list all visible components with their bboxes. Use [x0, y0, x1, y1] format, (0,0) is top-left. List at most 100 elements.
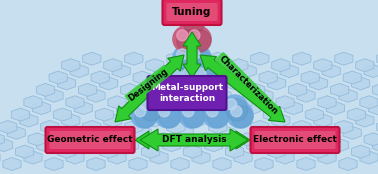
Polygon shape: [79, 83, 97, 96]
Polygon shape: [230, 59, 248, 72]
Circle shape: [177, 30, 188, 41]
Polygon shape: [28, 133, 46, 146]
Circle shape: [185, 83, 211, 109]
Polygon shape: [37, 83, 55, 96]
Polygon shape: [238, 133, 256, 146]
Polygon shape: [263, 108, 282, 121]
Text: DFT analysis: DFT analysis: [162, 136, 226, 144]
Circle shape: [207, 106, 218, 117]
Polygon shape: [226, 77, 244, 90]
Polygon shape: [62, 114, 80, 127]
Circle shape: [177, 49, 188, 60]
Polygon shape: [368, 102, 378, 115]
Polygon shape: [121, 139, 139, 152]
Circle shape: [165, 87, 187, 109]
Polygon shape: [163, 83, 181, 96]
Polygon shape: [297, 157, 315, 171]
Circle shape: [177, 49, 199, 71]
Polygon shape: [140, 129, 248, 151]
Polygon shape: [234, 151, 252, 164]
Polygon shape: [343, 126, 361, 139]
Circle shape: [136, 95, 162, 121]
Circle shape: [231, 106, 242, 117]
Polygon shape: [364, 133, 378, 146]
Polygon shape: [133, 126, 151, 139]
Polygon shape: [280, 65, 298, 78]
Polygon shape: [115, 55, 184, 122]
Polygon shape: [377, 52, 378, 65]
Polygon shape: [129, 157, 147, 171]
Circle shape: [185, 45, 211, 71]
Circle shape: [159, 106, 170, 117]
Circle shape: [231, 106, 253, 128]
Polygon shape: [62, 59, 80, 72]
Polygon shape: [347, 108, 366, 121]
FancyBboxPatch shape: [147, 76, 226, 110]
Polygon shape: [246, 139, 265, 152]
Polygon shape: [0, 120, 17, 133]
Polygon shape: [360, 151, 378, 164]
Polygon shape: [213, 89, 231, 102]
Polygon shape: [129, 89, 147, 102]
Polygon shape: [45, 89, 63, 102]
Polygon shape: [301, 126, 319, 139]
Polygon shape: [11, 108, 29, 121]
Polygon shape: [200, 55, 285, 122]
Polygon shape: [83, 120, 101, 133]
Circle shape: [155, 102, 181, 128]
Polygon shape: [343, 71, 361, 84]
Polygon shape: [276, 151, 294, 164]
Polygon shape: [335, 120, 353, 133]
Polygon shape: [213, 157, 231, 171]
Polygon shape: [70, 65, 88, 78]
Circle shape: [183, 11, 205, 33]
Polygon shape: [272, 59, 290, 72]
Polygon shape: [209, 120, 227, 133]
Circle shape: [222, 95, 248, 121]
Polygon shape: [146, 114, 164, 127]
Text: Characterization: Characterization: [217, 54, 279, 116]
Polygon shape: [217, 126, 235, 139]
Polygon shape: [305, 108, 324, 121]
Polygon shape: [116, 102, 135, 115]
Circle shape: [189, 30, 200, 41]
Polygon shape: [91, 126, 109, 139]
Polygon shape: [310, 77, 328, 90]
Circle shape: [140, 99, 162, 121]
Polygon shape: [158, 102, 177, 115]
Polygon shape: [183, 145, 202, 158]
Polygon shape: [360, 96, 378, 109]
Circle shape: [183, 106, 194, 117]
Polygon shape: [192, 96, 210, 109]
Circle shape: [135, 106, 146, 117]
FancyBboxPatch shape: [251, 127, 339, 153]
FancyBboxPatch shape: [254, 131, 336, 149]
Polygon shape: [204, 139, 223, 152]
Polygon shape: [125, 120, 143, 133]
Text: Geometric effect: Geometric effect: [47, 136, 133, 144]
Circle shape: [179, 64, 205, 90]
Circle shape: [140, 99, 151, 110]
Polygon shape: [57, 145, 76, 158]
Polygon shape: [0, 133, 4, 146]
Polygon shape: [242, 102, 260, 115]
Polygon shape: [87, 89, 105, 102]
Circle shape: [207, 106, 229, 128]
Polygon shape: [70, 133, 88, 146]
Polygon shape: [20, 114, 38, 127]
Polygon shape: [87, 157, 105, 171]
Polygon shape: [255, 89, 273, 102]
Polygon shape: [268, 77, 286, 90]
Polygon shape: [234, 96, 252, 109]
Polygon shape: [137, 108, 155, 121]
Polygon shape: [24, 96, 42, 109]
Circle shape: [179, 7, 205, 33]
Text: Designing: Designing: [127, 67, 170, 103]
Polygon shape: [150, 151, 168, 164]
Circle shape: [226, 99, 237, 110]
Polygon shape: [99, 77, 118, 90]
Polygon shape: [356, 59, 374, 72]
Polygon shape: [146, 59, 164, 72]
Polygon shape: [3, 157, 21, 171]
Polygon shape: [230, 114, 248, 127]
